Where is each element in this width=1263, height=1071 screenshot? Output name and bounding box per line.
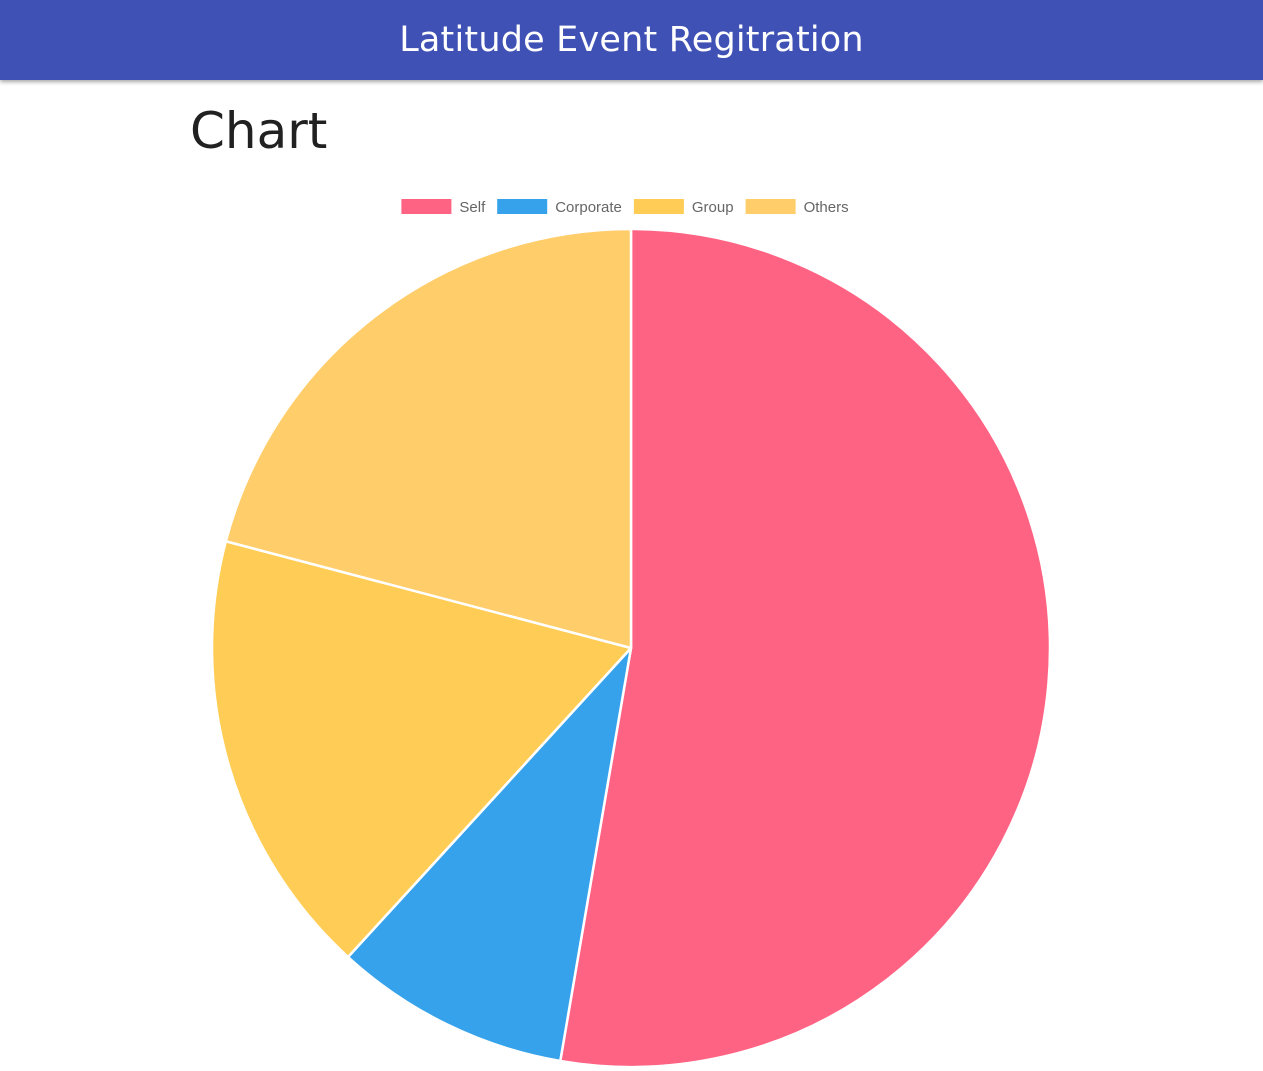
pie-slice-others[interactable]: [224, 227, 633, 650]
page-heading: Chart: [190, 102, 328, 160]
pie-slice-group[interactable]: [210, 540, 633, 959]
legend-item-corporate[interactable]: Corporate: [497, 199, 622, 216]
legend-label-self: Self: [459, 199, 486, 216]
chart-legend: Self Corporate Group Others: [401, 199, 849, 216]
legend-swatch-corporate: [497, 199, 548, 214]
legend-item-group[interactable]: Group: [633, 199, 734, 216]
legend-item-others[interactable]: Others: [745, 199, 849, 216]
legend-item-self[interactable]: Self: [401, 199, 486, 216]
legend-label-others: Others: [804, 199, 849, 216]
pie-slices: [210, 227, 1052, 1069]
pie-slice-corporate[interactable]: [346, 646, 633, 1063]
legend-swatch-others: [745, 199, 796, 214]
legend-label-corporate: Corporate: [555, 199, 622, 216]
legend-swatch-group: [633, 199, 684, 214]
app-bar: Latitude Event Regitration: [0, 0, 1263, 80]
app-title: Latitude Event Regitration: [399, 20, 864, 60]
pie-slice-self[interactable]: [559, 227, 1052, 1069]
legend-swatch-self: [401, 199, 452, 214]
legend-label-group: Group: [692, 199, 734, 216]
